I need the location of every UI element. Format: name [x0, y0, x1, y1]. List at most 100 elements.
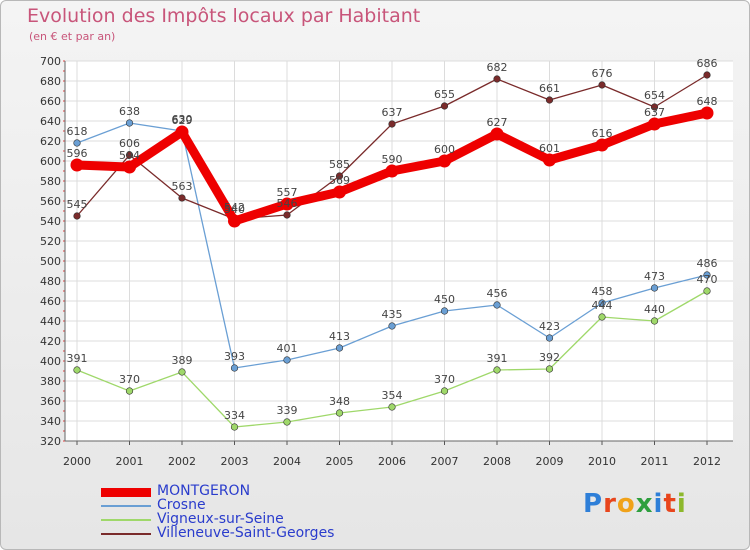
y-tick-label: 520 [40, 235, 61, 248]
data-label: 546 [277, 197, 298, 210]
x-tick-label: 2006 [378, 455, 406, 468]
y-tick-label: 500 [40, 255, 61, 268]
data-label: 594 [119, 149, 140, 162]
data-label: 606 [119, 137, 140, 150]
data-label: 540 [224, 203, 245, 216]
data-point [230, 423, 239, 431]
data-label: 440 [644, 303, 665, 316]
data-point [595, 138, 609, 152]
y-tick-label: 540 [40, 215, 61, 228]
data-point [440, 387, 449, 395]
data-point [125, 387, 134, 395]
data-label: 444 [592, 299, 613, 312]
data-point [703, 71, 711, 79]
data-label: 458 [592, 285, 613, 298]
data-label: 569 [329, 174, 350, 187]
x-tick-label: 2008 [483, 455, 511, 468]
data-point [490, 127, 504, 141]
x-tick-label: 2009 [536, 455, 564, 468]
data-point [388, 403, 396, 411]
data-label: 354 [382, 389, 403, 402]
data-point [598, 299, 606, 307]
plot-area [65, 61, 733, 441]
legend-swatch [101, 488, 151, 497]
data-label: 450 [434, 293, 455, 306]
legend-label: Crosne [157, 497, 206, 513]
y-tick-label: 460 [40, 295, 61, 308]
data-point [283, 356, 291, 364]
data-point [73, 366, 81, 374]
data-point [228, 214, 241, 228]
data-point [385, 164, 399, 178]
data-point [545, 334, 554, 342]
data-label: 391 [487, 352, 508, 365]
data-label: 637 [382, 106, 403, 119]
data-point [230, 364, 239, 372]
data-label: 596 [67, 147, 88, 160]
data-point [545, 96, 554, 104]
logo-letter: o [616, 489, 636, 519]
data-point [73, 139, 81, 147]
data-label: 563 [172, 180, 193, 193]
data-label: 456 [487, 287, 508, 300]
data-point [125, 151, 134, 159]
data-point [335, 172, 344, 180]
x-tick-label: 2007 [431, 455, 459, 468]
data-point [335, 344, 344, 352]
y-tick-label: 680 [40, 75, 61, 88]
data-label: 545 [67, 198, 88, 211]
data-label: 686 [697, 57, 718, 70]
proxiti-logo: Proxiti [583, 489, 687, 519]
x-tick-label: 2003 [221, 455, 249, 468]
data-point [545, 365, 554, 373]
data-label: 423 [539, 320, 560, 333]
data-label: 585 [329, 158, 350, 171]
data-label: 392 [539, 351, 560, 364]
data-point [125, 119, 134, 127]
data-label: 542 [224, 201, 245, 214]
data-label: 393 [224, 350, 245, 363]
data-label: 600 [434, 143, 455, 156]
y-tick-label: 400 [40, 355, 61, 368]
data-point [178, 368, 186, 376]
x-tick-label: 2010 [588, 455, 616, 468]
data-point [598, 313, 606, 321]
data-label: 389 [172, 354, 193, 367]
y-tick-label: 620 [40, 135, 61, 148]
data-point [283, 418, 291, 426]
legend-swatch [101, 505, 151, 507]
data-point [123, 160, 136, 174]
y-tick-label: 480 [40, 275, 61, 288]
data-label: 339 [277, 404, 298, 417]
y-tick-label: 560 [40, 195, 61, 208]
x-tick-label: 2005 [326, 455, 354, 468]
x-tick-label: 2000 [63, 455, 91, 468]
data-point [493, 75, 501, 83]
logo-letter: i [676, 489, 687, 519]
y-tick-label: 640 [40, 115, 61, 128]
logo-letter: r [603, 489, 617, 519]
data-point [440, 102, 449, 110]
data-point [650, 317, 659, 325]
data-point [650, 103, 659, 111]
y-tick-label: 320 [40, 435, 61, 448]
data-label: 601 [539, 142, 560, 155]
data-label: 391 [67, 352, 88, 365]
data-point [648, 117, 661, 131]
data-point [440, 307, 449, 315]
data-point [700, 106, 714, 120]
data-point [178, 194, 186, 202]
data-label: 370 [119, 373, 140, 386]
chart-title: Evolution des Impôts locaux par Habitant [27, 5, 421, 27]
x-tick-label: 2011 [641, 455, 669, 468]
data-label: 473 [644, 270, 665, 283]
data-point [280, 197, 294, 211]
y-tick-label: 600 [40, 155, 61, 168]
y-tick-label: 660 [40, 95, 61, 108]
logo-letter: x [635, 489, 654, 519]
data-point [703, 271, 711, 279]
y-tick-label: 420 [40, 335, 61, 348]
legend-swatch [101, 519, 151, 521]
data-label: 637 [644, 106, 665, 119]
